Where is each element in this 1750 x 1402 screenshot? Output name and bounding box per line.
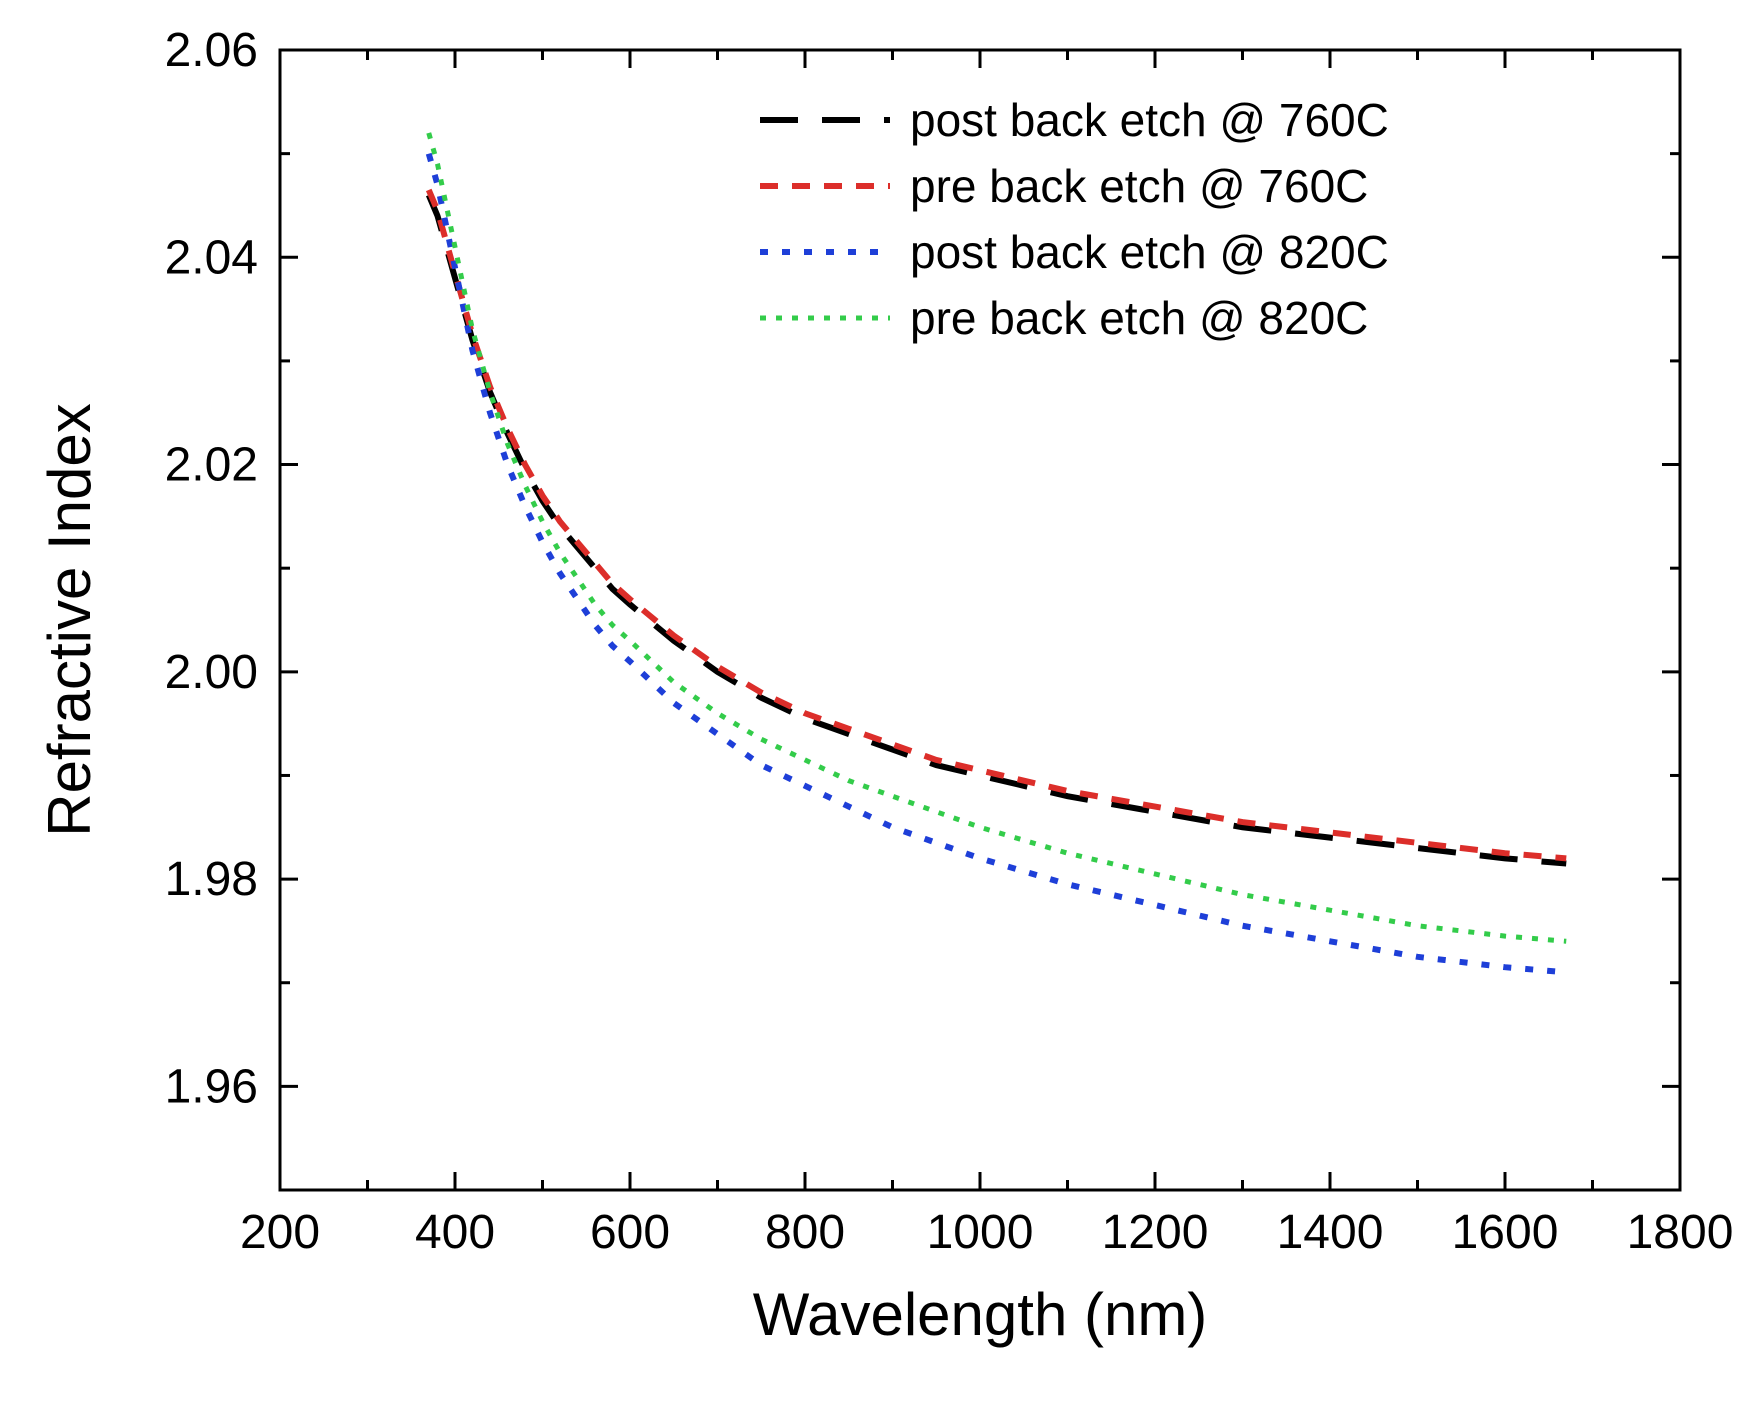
y-tick-label: 2.04	[165, 231, 258, 284]
refractive-index-chart: 200 400 600 800 1000 1200 1400 1600 1800 1.96 1.98…	[0, 0, 1750, 1402]
y-tick-label: 2.00	[165, 646, 258, 699]
x-tick-label: 600	[590, 1206, 670, 1259]
y-tick-label: 1.96	[165, 1060, 258, 1113]
chart-svg: 200 400 600 800 1000 1200 1400 1600 1800 1.96 1.98…	[0, 0, 1750, 1402]
legend-label: pre back etch @ 820C	[910, 292, 1368, 344]
x-tick-label: 800	[765, 1206, 845, 1259]
legend-label: pre back etch @ 760C	[910, 160, 1368, 212]
x-tick-label: 1600	[1452, 1206, 1559, 1259]
legend-label: post back etch @ 820C	[910, 226, 1389, 278]
x-tick-label: 1800	[1627, 1206, 1734, 1259]
y-tick-label: 2.02	[165, 439, 258, 492]
x-tick-label: 1400	[1277, 1206, 1384, 1259]
legend-label: post back etch @ 760C	[910, 94, 1389, 146]
x-tick-label: 1000	[927, 1206, 1034, 1259]
y-axis-label: Refractive Index	[36, 403, 103, 837]
x-tick-label: 400	[415, 1206, 495, 1259]
x-axis-label: Wavelength (nm)	[753, 1281, 1208, 1348]
y-tick-label: 2.06	[165, 24, 258, 77]
x-tick-label: 1200	[1102, 1206, 1209, 1259]
x-tick-label: 200	[240, 1206, 320, 1259]
y-tick-label: 1.98	[165, 853, 258, 906]
